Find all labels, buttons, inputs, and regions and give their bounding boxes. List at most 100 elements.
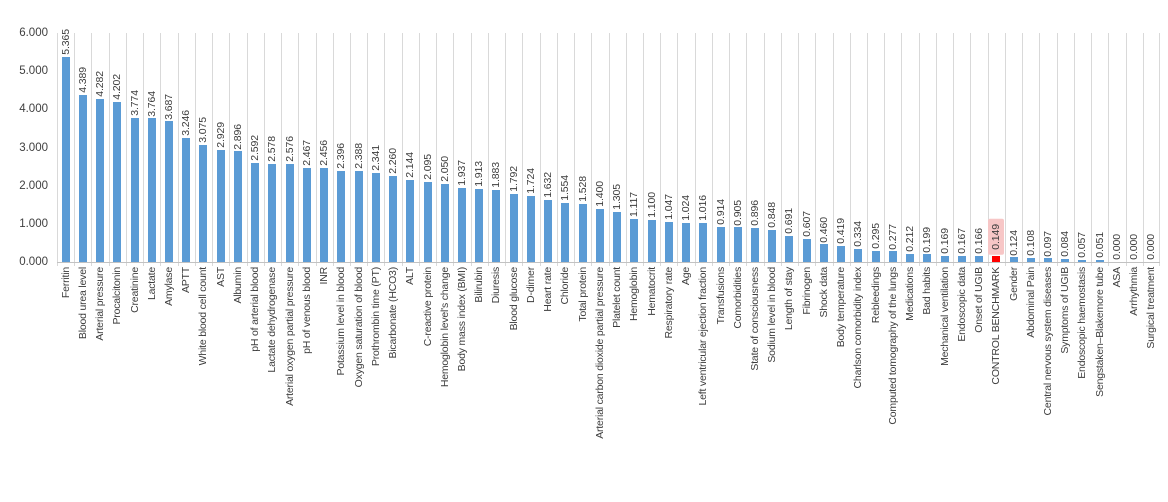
value-label: 0.277 bbox=[886, 223, 899, 250]
value-label: 0.000 bbox=[1128, 234, 1141, 260]
bar bbox=[940, 255, 949, 262]
vertical-gridline bbox=[815, 33, 816, 266]
vertical-gridline bbox=[1126, 33, 1127, 266]
category-label: ALT bbox=[404, 267, 417, 285]
vertical-gridline bbox=[316, 33, 317, 266]
value-label: 2.388 bbox=[352, 143, 365, 169]
vertical-gridline bbox=[540, 33, 541, 266]
vertical-gridline bbox=[281, 33, 282, 266]
vertical-gridline bbox=[936, 33, 937, 266]
vertical-gridline bbox=[677, 33, 678, 266]
category-label: Onset of UGIB bbox=[973, 267, 986, 333]
category-label: Shock data bbox=[817, 267, 830, 318]
vertical-gridline bbox=[1057, 33, 1058, 266]
bar bbox=[509, 193, 518, 262]
vertical-gridline bbox=[195, 33, 196, 266]
category-label: Arterial carbon dioxide partial pressure bbox=[593, 267, 606, 439]
value-label: 0.460 bbox=[817, 216, 830, 243]
value-label: 1.724 bbox=[524, 168, 537, 195]
category-label: C-reactive protein bbox=[421, 267, 434, 347]
bar bbox=[595, 208, 604, 262]
category-label: Total protein bbox=[576, 267, 589, 322]
value-label: 4.282 bbox=[94, 70, 107, 97]
value-label: 1.400 bbox=[593, 180, 606, 207]
value-label: 1.913 bbox=[473, 161, 486, 187]
category-label: Surgical treatment bbox=[1145, 267, 1158, 349]
value-label: 0.000 bbox=[1110, 234, 1123, 260]
value-label: 2.050 bbox=[438, 155, 451, 182]
vertical-gridline bbox=[712, 33, 713, 266]
y-tick-label: 2.000 bbox=[19, 179, 48, 192]
value-label: 2.144 bbox=[404, 152, 417, 179]
category-label: Abdominal Pain bbox=[1024, 267, 1037, 338]
vertical-gridline bbox=[91, 33, 92, 266]
vertical-gridline bbox=[402, 33, 403, 266]
bar bbox=[957, 255, 966, 262]
value-label: 0.334 bbox=[852, 221, 865, 248]
bar bbox=[871, 250, 880, 262]
vertical-gridline bbox=[178, 33, 179, 266]
category-label: Ferritin bbox=[59, 267, 72, 299]
bar bbox=[716, 227, 725, 262]
vertical-gridline bbox=[384, 33, 385, 266]
vertical-gridline bbox=[247, 33, 248, 266]
vertical-gridline bbox=[453, 33, 454, 266]
category-label: Bilirubin bbox=[473, 267, 486, 303]
vertical-gridline bbox=[574, 33, 575, 266]
category-label: Potassium level in blood bbox=[335, 267, 348, 376]
bar bbox=[906, 253, 915, 262]
bar bbox=[406, 180, 415, 262]
category-label: Respiratory rate bbox=[662, 267, 675, 339]
category-label: Albumin bbox=[231, 267, 244, 304]
vertical-gridline bbox=[488, 33, 489, 266]
vertical-gridline bbox=[557, 33, 558, 266]
category-label: Fibrinogen bbox=[800, 267, 813, 315]
vertical-gridline bbox=[1005, 33, 1006, 266]
value-label: 2.341 bbox=[369, 144, 382, 171]
value-label: 2.576 bbox=[283, 135, 296, 162]
bar bbox=[750, 227, 759, 262]
category-label: Body temperature bbox=[835, 267, 848, 348]
category-label: Computed tomography of the lungs bbox=[886, 267, 899, 425]
bar bbox=[1043, 258, 1052, 262]
category-label: Chloride bbox=[559, 267, 572, 305]
bar bbox=[440, 183, 449, 262]
category-label: Prothrombin time (PT) bbox=[369, 267, 382, 367]
value-label: 1.100 bbox=[645, 192, 658, 219]
bar bbox=[854, 249, 863, 262]
bar bbox=[251, 163, 260, 262]
vertical-gridline bbox=[970, 33, 971, 266]
value-label: 2.578 bbox=[266, 135, 279, 162]
value-label: 0.212 bbox=[904, 226, 917, 252]
vertical-gridline bbox=[660, 33, 661, 266]
vertical-gridline bbox=[471, 33, 472, 266]
value-label: 0.607 bbox=[800, 211, 813, 237]
value-label: 1.016 bbox=[697, 195, 710, 222]
bar bbox=[923, 254, 932, 262]
value-label: 0.295 bbox=[869, 222, 882, 249]
vertical-gridline bbox=[798, 33, 799, 266]
category-label: Lactate bbox=[145, 267, 158, 301]
bar bbox=[371, 172, 380, 262]
vertical-gridline bbox=[419, 33, 420, 266]
benchmark-bar bbox=[992, 256, 1001, 262]
bar bbox=[182, 138, 191, 262]
vertical-gridline bbox=[884, 33, 885, 266]
bar bbox=[389, 175, 398, 262]
bar bbox=[768, 229, 777, 262]
value-label: 0.000 bbox=[1145, 234, 1158, 260]
value-label: 1.632 bbox=[542, 171, 555, 198]
category-label: AST bbox=[214, 267, 227, 287]
category-label: Medications bbox=[904, 267, 917, 321]
vertical-gridline bbox=[695, 33, 696, 266]
bar bbox=[475, 189, 484, 262]
value-label: 1.528 bbox=[576, 175, 589, 202]
bar bbox=[423, 182, 432, 262]
category-label: Age bbox=[680, 267, 693, 286]
bar bbox=[647, 220, 656, 262]
category-label: Endoscopic data bbox=[955, 267, 968, 342]
value-label: 0.166 bbox=[973, 227, 986, 254]
value-label: 0.691 bbox=[783, 207, 796, 234]
value-label: 2.592 bbox=[249, 135, 262, 162]
